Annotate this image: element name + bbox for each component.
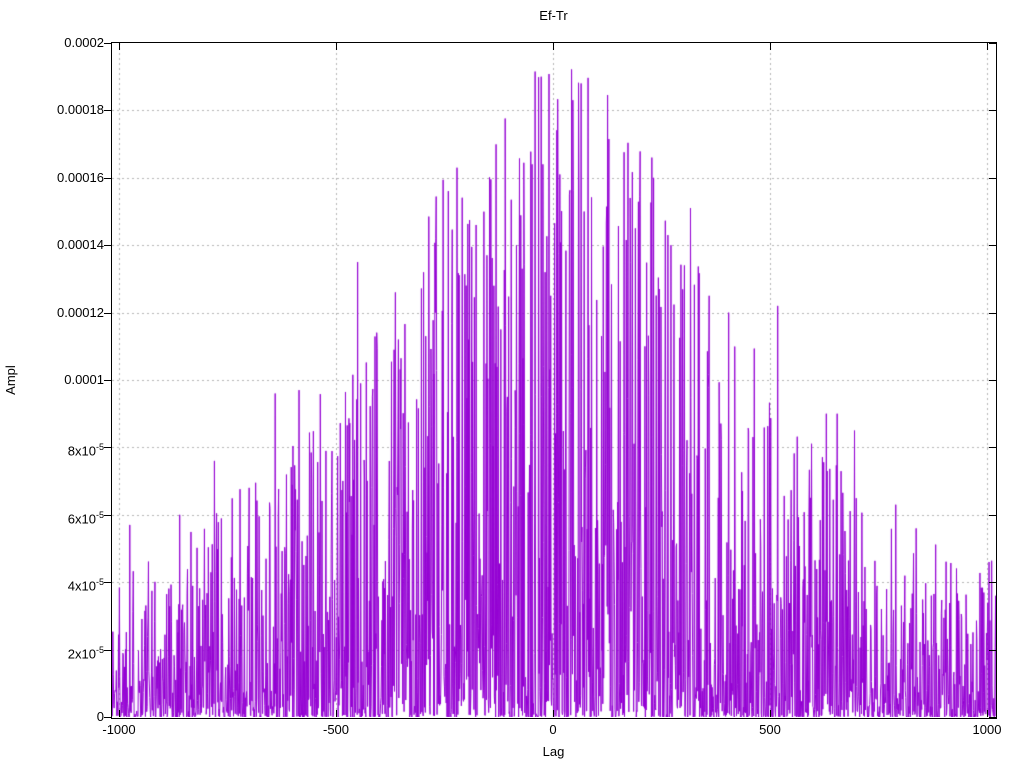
y-tick-label: 0.00014: [57, 237, 104, 252]
y-tick-mark-right: [989, 43, 996, 44]
x-tick-label: 0: [549, 722, 557, 737]
x-tick-mark-top: [119, 43, 120, 50]
y-tick-label: 0.0001: [64, 372, 104, 387]
x-tick-mark-bottom: [770, 710, 771, 717]
x-tick-mark-top: [336, 43, 337, 50]
y-tick-mark-left: [104, 447, 111, 448]
y-tick-mark-left: [104, 717, 111, 718]
y-tick-mark-right: [989, 447, 996, 448]
y-tick-mark-left: [104, 110, 111, 111]
y-tick-mark-right: [989, 380, 996, 381]
y-tick-mark-right: [989, 582, 996, 583]
x-tick-label: -500: [322, 722, 350, 737]
y-tick-mark-left: [104, 178, 111, 179]
x-tick-mark-bottom: [119, 710, 120, 717]
y-tick-mark-left: [104, 313, 111, 314]
y-tick-label: 0.0002: [64, 35, 104, 50]
y-tick-label: 6x10-5: [67, 510, 104, 527]
y-tick-mark-right: [989, 110, 996, 111]
y-tick-label: 0.00016: [57, 170, 104, 185]
y-tick-mark-right: [989, 515, 996, 516]
y-tick-label: 0.00018: [57, 102, 104, 117]
y-tick-mark-left: [104, 650, 111, 651]
x-tick-mark-bottom: [987, 710, 988, 717]
x-tick-mark-top: [987, 43, 988, 50]
y-tick-mark-right: [989, 717, 996, 718]
y-tick-mark-right: [989, 245, 996, 246]
y-tick-mark-right: [989, 313, 996, 314]
y-tick-mark-left: [104, 245, 111, 246]
y-tick-mark-left: [104, 43, 111, 44]
x-tick-label: 500: [759, 722, 781, 737]
y-tick-label: 0.00012: [57, 305, 104, 320]
x-tick-mark-top: [553, 43, 554, 50]
x-tick-label: -1000: [102, 722, 136, 737]
y-tick-mark-left: [104, 515, 111, 516]
x-tick-mark-top: [770, 43, 771, 50]
y-tick-mark-right: [989, 178, 996, 179]
x-axis-title: Lag: [542, 744, 565, 759]
chart-title: Ef-Tr: [539, 8, 568, 23]
y-tick-label: 8x10-5: [67, 442, 104, 459]
y-tick-label: 2x10-5: [67, 645, 104, 662]
y-tick-mark-left: [104, 380, 111, 381]
plot-canvas: [112, 43, 996, 717]
x-tick-label: 1000: [972, 722, 1002, 737]
y-tick-label: 0: [96, 709, 104, 724]
y-tick-mark-left: [104, 582, 111, 583]
y-tick-mark-right: [989, 650, 996, 651]
x-tick-mark-bottom: [336, 710, 337, 717]
x-tick-mark-bottom: [553, 710, 554, 717]
y-tick-label: 4x10-5: [67, 577, 104, 594]
